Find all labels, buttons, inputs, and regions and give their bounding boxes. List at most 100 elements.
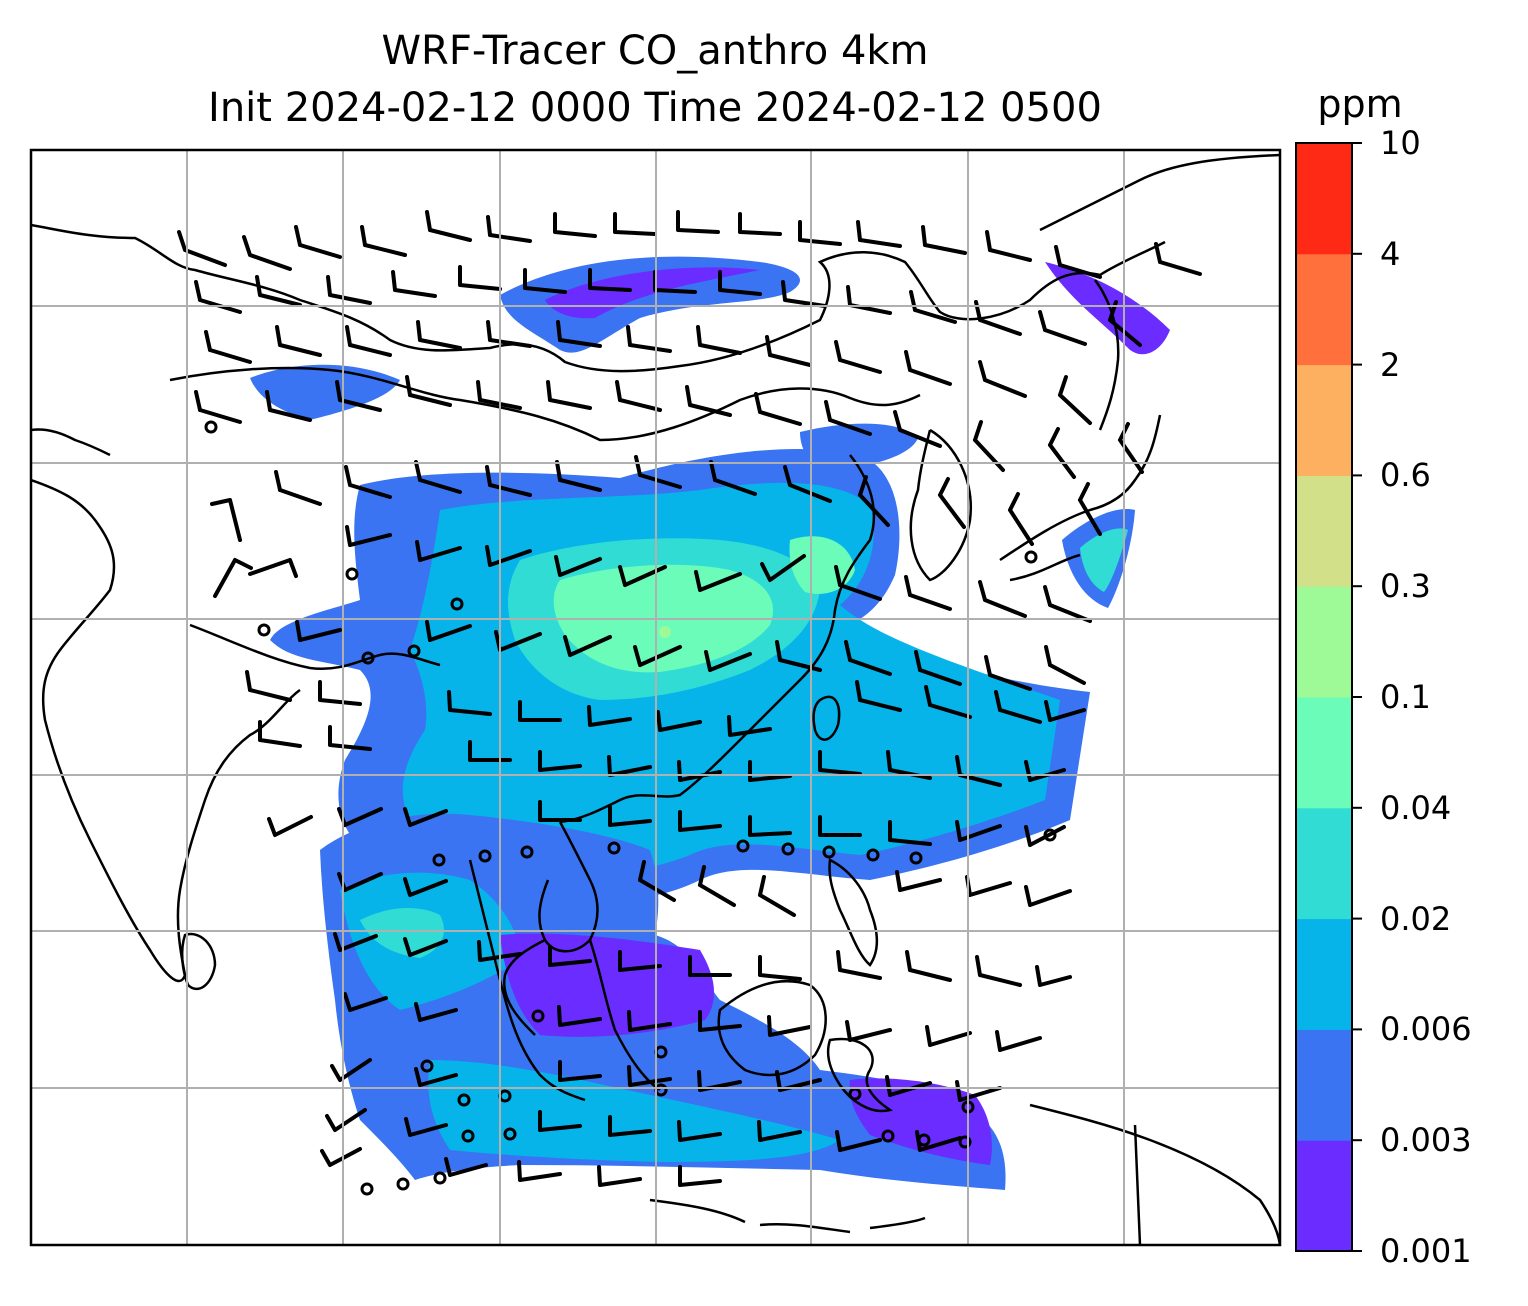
- coastline-west: [31, 428, 111, 457]
- wind-barb: [914, 650, 962, 686]
- wind-barb: [248, 558, 298, 578]
- wind-barb: [844, 640, 892, 676]
- colorbar-band: [1296, 807, 1352, 920]
- colorbar-tick-label: 0.04: [1380, 788, 1452, 827]
- wind-barb: [548, 945, 592, 967]
- wind-barb: [414, 1002, 458, 1022]
- colorbar-tick-label: 10: [1380, 124, 1421, 162]
- wind-barb: [1058, 375, 1092, 425]
- calm-marker: [461, 1129, 475, 1143]
- wind-barb: [1008, 492, 1034, 546]
- colorbar-band: [1296, 586, 1352, 698]
- calm-marker: [917, 1133, 931, 1147]
- calm-marker: [204, 420, 218, 434]
- calm-marker: [781, 842, 795, 856]
- wind-barb: [258, 720, 302, 748]
- colorbar-tick-label: 0.6: [1380, 456, 1431, 495]
- wind-barb: [403, 877, 448, 897]
- colorbar-band: [1296, 1140, 1352, 1252]
- colorbar: [1296, 143, 1352, 1252]
- wind-barb: [975, 955, 1022, 987]
- calm-marker: [822, 845, 836, 859]
- coastline-indochina: [502, 821, 661, 1092]
- wind-barb: [468, 740, 512, 762]
- wind-barb: [210, 498, 242, 542]
- calm-marker: [361, 651, 375, 665]
- wind-barb: [995, 1030, 1042, 1052]
- wind-barb: [523, 268, 567, 294]
- colorbar-band: [1296, 475, 1352, 587]
- map-frame: [29, 148, 1282, 1247]
- co-region-north-band: [500, 256, 800, 353]
- wind-barb: [727, 715, 772, 737]
- wind-barb: [1078, 482, 1102, 536]
- wind-barb: [738, 212, 782, 236]
- coastline-india: [31, 478, 301, 983]
- wind-barb: [486, 215, 532, 243]
- wind-barb: [718, 270, 762, 296]
- calm-wind-markers: [204, 420, 1057, 1196]
- wind-barb: [696, 325, 742, 355]
- wind-barb: [1024, 825, 1066, 847]
- wind-barb: [294, 225, 342, 259]
- wind-barb: [858, 475, 890, 527]
- wind-barb: [757, 1120, 802, 1142]
- wind-barb: [694, 570, 742, 592]
- wind-barb: [405, 375, 452, 407]
- wind-barb: [627, 1065, 672, 1087]
- map-area: [31, 150, 1280, 1245]
- wind-barb: [775, 640, 822, 672]
- border-himalaya: [189, 623, 441, 671]
- coastline-new-guinea: [1029, 1103, 1280, 1245]
- wind-barb: [485, 465, 532, 497]
- wind-barb: [557, 1005, 602, 1027]
- wind-barb: [888, 820, 932, 846]
- border-new-guinea: [1133, 1124, 1142, 1245]
- wind-barb: [345, 525, 392, 547]
- wind-barb: [391, 270, 437, 298]
- co-region-sulawesi: [849, 1078, 992, 1165]
- wind-barb: [447, 690, 492, 716]
- wind-barb: [1044, 700, 1086, 722]
- wind-barb: [845, 1020, 892, 1042]
- coastline-far-north: [1039, 153, 1280, 232]
- gridlines: [31, 150, 1280, 1245]
- border-china-mongolia: [169, 366, 921, 442]
- wind-barb: [344, 465, 392, 499]
- calm-marker: [909, 851, 923, 865]
- coastline-java: [649, 1198, 926, 1234]
- calm-marker: [257, 623, 271, 637]
- calm-marker: [407, 644, 421, 658]
- wind-barb: [320, 1147, 362, 1167]
- calm-marker: [478, 849, 492, 863]
- wind-barb: [335, 380, 382, 412]
- wind-barb: [818, 815, 862, 837]
- wind-barb: [904, 350, 952, 386]
- wind-barb: [275, 325, 322, 357]
- co-region-northwest-band: [250, 364, 400, 420]
- wind-barb: [613, 212, 657, 236]
- wind-barb: [978, 580, 1027, 618]
- wind-barb: [325, 1108, 367, 1132]
- coastline-north: [31, 223, 1166, 373]
- wind-barb: [546, 380, 592, 410]
- colorbar-tick-label: 0.1: [1380, 678, 1431, 716]
- wind-barb: [688, 955, 732, 977]
- wind-barb: [326, 275, 372, 305]
- co-region-south-china-sea: [500, 933, 715, 1037]
- coastlines: [31, 153, 1280, 1245]
- calm-marker: [866, 848, 880, 862]
- calm-marker: [520, 845, 534, 859]
- calm-marker: [345, 567, 359, 581]
- wind-barb: [414, 1067, 458, 1087]
- wind-barb: [242, 235, 292, 271]
- wind-barb: [213, 558, 253, 598]
- wind-barb: [403, 937, 448, 957]
- colorbar-tick-label: 0.02: [1380, 899, 1452, 938]
- colorbar-band: [1296, 143, 1352, 255]
- wind-barb: [265, 390, 312, 422]
- wind-barb: [955, 1080, 1002, 1102]
- wind-barb: [404, 1117, 448, 1137]
- wind-barb: [318, 680, 362, 706]
